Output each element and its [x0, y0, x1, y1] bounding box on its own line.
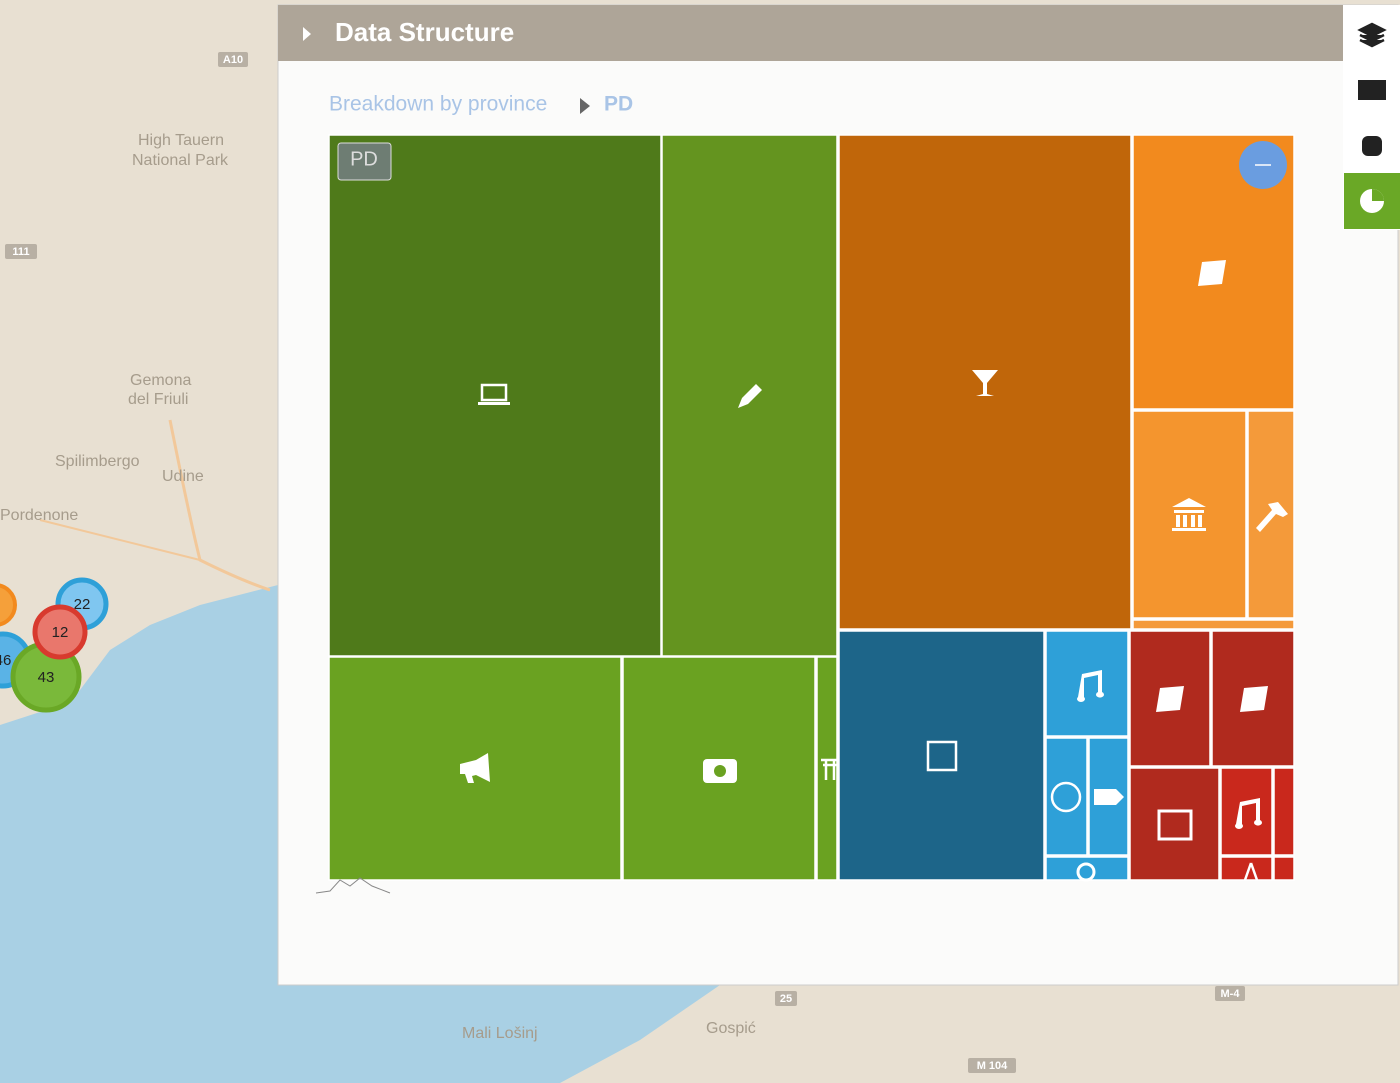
- map-label: Gemona: [130, 372, 191, 389]
- treemap-cell[interactable]: [1045, 856, 1129, 881]
- cluster-count: 22: [74, 596, 91, 613]
- cluster-count: 46: [0, 652, 11, 669]
- badge-label: PD: [350, 148, 378, 170]
- map-label: Gospić: [706, 1020, 756, 1037]
- sea: [0, 585, 278, 1083]
- map-label: del Friuli: [128, 391, 188, 408]
- badge: [337, 142, 392, 181]
- treemap-cell[interactable]: [1129, 767, 1220, 881]
- buildings-button[interactable]: [1358, 80, 1386, 100]
- treemap-cell[interactable]: [1220, 856, 1273, 881]
- road-sign: [218, 52, 248, 67]
- laptop-icon: [480, 383, 508, 402]
- megaphone-icon: [460, 753, 490, 783]
- pie-icon-slice: [1372, 189, 1384, 201]
- breadcrumb-root[interactable]: Breakdown by province: [329, 93, 547, 116]
- sea: [278, 985, 720, 1083]
- map-label: Udine: [162, 468, 204, 485]
- theater-icon: [926, 740, 958, 772]
- sparkline: [315, 877, 391, 894]
- road-sign: [775, 991, 797, 1006]
- database-button[interactable]: [1362, 136, 1382, 156]
- map-label: Pordenone: [0, 507, 78, 524]
- breadcrumb-separator: [580, 98, 590, 114]
- cocktail-icon: [972, 370, 998, 396]
- road-sign: [968, 1058, 1016, 1073]
- treemap-cell[interactable]: [1132, 410, 1247, 619]
- camera-lens: [714, 765, 726, 777]
- treemap-cell[interactable]: [328, 134, 662, 657]
- treemap-cell[interactable]: [1045, 630, 1129, 737]
- music-icon: [1235, 798, 1262, 829]
- layers-button[interactable]: [1357, 22, 1387, 48]
- book-icon: [1198, 260, 1226, 286]
- map-label: Mali Lošinj: [462, 1025, 538, 1042]
- treemap-cell[interactable]: [1273, 856, 1295, 881]
- road-sign-label: M 104: [977, 1060, 1008, 1072]
- laptop-icon: [478, 402, 510, 405]
- road-sign-label: A10: [223, 54, 243, 66]
- bank-icon: [1172, 498, 1206, 531]
- palette-icon: [1050, 781, 1082, 813]
- treemap-cell[interactable]: [1132, 619, 1295, 630]
- panel-title: Data Structure: [335, 17, 514, 47]
- antenna-icon: [1243, 862, 1259, 881]
- cluster-count: 43: [38, 669, 55, 686]
- cluster-count: 12: [52, 624, 69, 641]
- music-icon: [1077, 670, 1104, 702]
- treemap-cell[interactable]: [1273, 767, 1295, 856]
- panel-header: [278, 5, 1343, 61]
- pencil-icon: [738, 384, 762, 408]
- road-sign-label: M-4: [1221, 988, 1241, 1000]
- treemap-cell[interactable]: [838, 630, 1045, 881]
- database-icon: [1362, 136, 1382, 156]
- road-sign-label: 25: [780, 993, 792, 1005]
- road: [168, 419, 271, 592]
- search-icon: [1076, 862, 1096, 882]
- book-icon: [1156, 686, 1184, 712]
- map-label: Spilimbergo: [55, 453, 140, 470]
- hammer-icon: [1256, 502, 1288, 532]
- torii-icon: [821, 758, 837, 780]
- map-label: High Tauern: [138, 132, 224, 149]
- road-sign-label: 111: [12, 246, 29, 258]
- road-sign: [5, 244, 37, 259]
- buildings-icon: [1358, 80, 1386, 100]
- road: [39, 519, 201, 561]
- cluster-marker[interactable]: [32, 604, 88, 660]
- treemap-cell[interactable]: [1220, 767, 1273, 856]
- film-icon: [1157, 809, 1193, 841]
- road-sign: [1215, 986, 1245, 1001]
- collapse-toggle[interactable]: [303, 27, 311, 41]
- book-icon: [1240, 686, 1268, 712]
- map-label: National Park: [132, 152, 229, 169]
- tag-icon: [1094, 789, 1124, 805]
- cluster-marker[interactable]: [0, 583, 17, 627]
- breadcrumb-current: PD: [604, 93, 633, 116]
- layers-icon: [1357, 22, 1387, 48]
